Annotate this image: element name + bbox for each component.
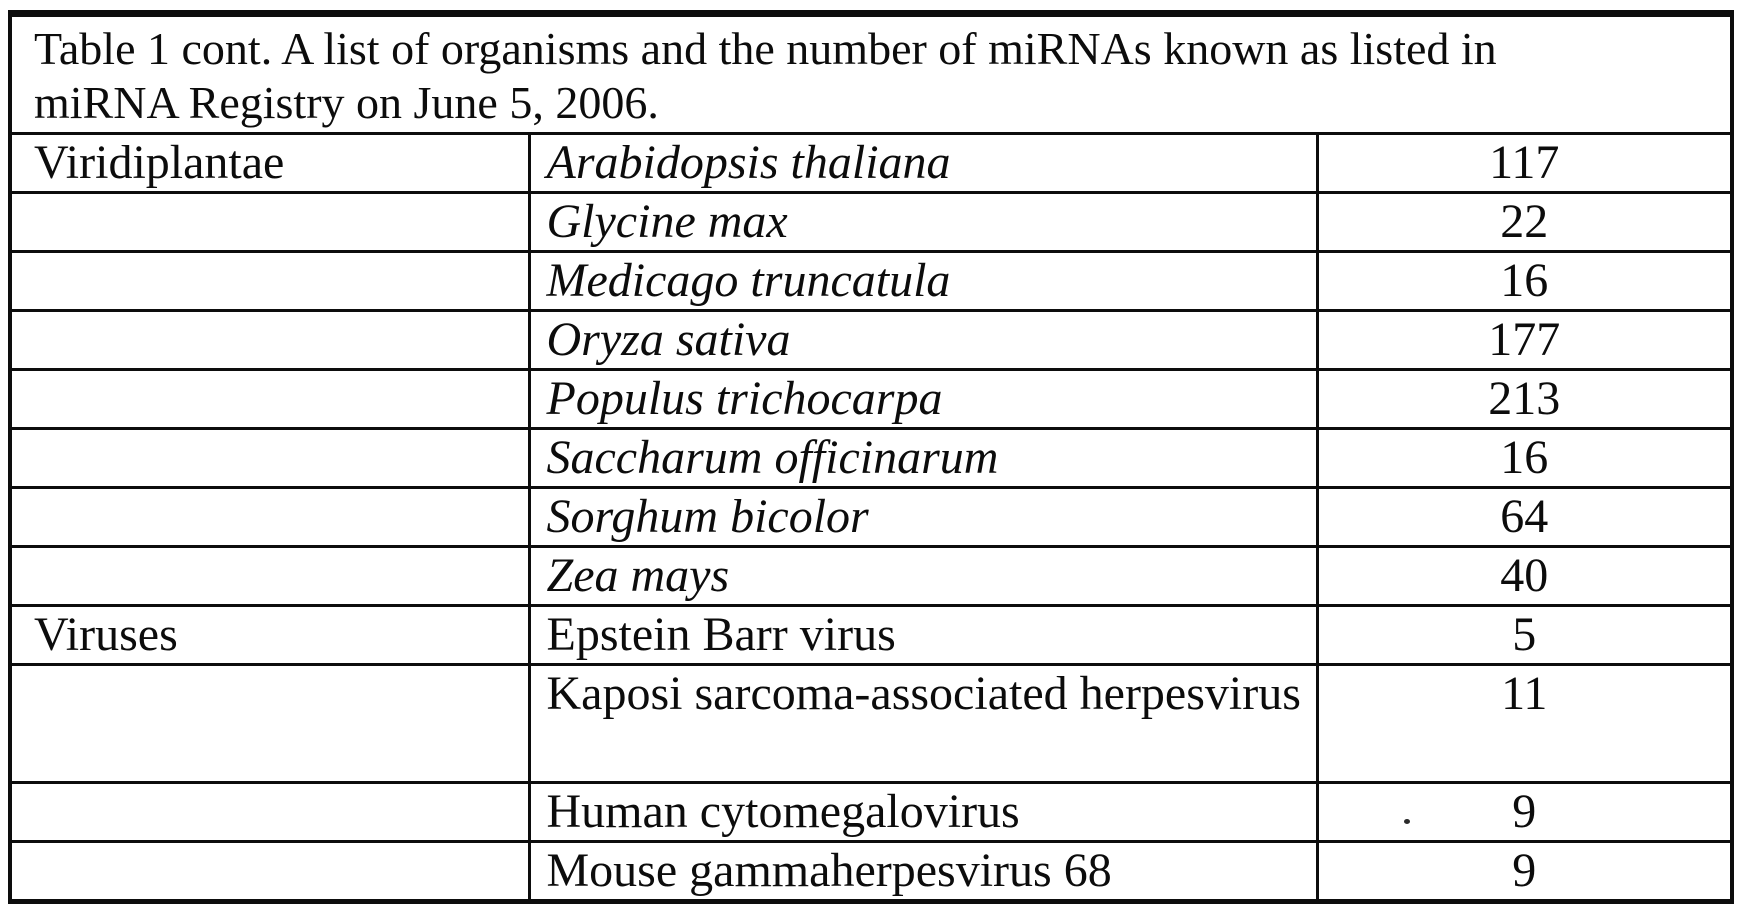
- organism-cell: Sorghum bicolor: [527, 486, 1319, 548]
- mirna-count-cell: 16: [1315, 427, 1734, 489]
- organism-cell: Oryza sativa: [527, 309, 1319, 371]
- group-cell: Viridiplantae: [8, 132, 531, 194]
- table-row: Viruses Epstein Barr virus 5: [8, 604, 1734, 666]
- mirna-count-cell: 5: [1315, 604, 1734, 666]
- group-cell: [8, 191, 531, 253]
- group-cell: [8, 486, 531, 548]
- organism-cell: Human cytomegalovirus: [527, 781, 1319, 843]
- scan-speck: [1404, 819, 1410, 824]
- group-cell: [8, 427, 531, 489]
- table-title-line-2: miRNA Registry on June 5, 2006.: [34, 77, 659, 128]
- group-cell: [8, 545, 531, 607]
- organism-cell: Arabidopsis thaliana: [527, 132, 1319, 194]
- table-row: Populus trichocarpa 213: [8, 368, 1734, 430]
- mirna-count-cell: 40: [1315, 545, 1734, 607]
- group-cell: [8, 309, 531, 371]
- table-row: Viridiplantae Arabidopsis thaliana 117: [8, 132, 1734, 194]
- mirna-count-cell: 117: [1315, 132, 1734, 194]
- organism-cell: Medicago truncatula: [527, 250, 1319, 312]
- table-title-row: Table 1 cont. A list of organisms and th…: [8, 12, 1734, 135]
- group-cell: Viruses: [8, 604, 531, 666]
- group-cell: [8, 663, 531, 784]
- table-row: Oryza sativa 177: [8, 309, 1734, 371]
- table-row: Sorghum bicolor 64: [8, 486, 1734, 548]
- table-row: Saccharum officinarum 16: [8, 427, 1734, 489]
- group-cell: [8, 781, 531, 843]
- mirna-count-cell: 64: [1315, 486, 1734, 548]
- table-title-cell: Table 1 cont. A list of organisms and th…: [8, 12, 1734, 135]
- mirna-count-cell: 22: [1315, 191, 1734, 253]
- group-cell: [8, 840, 531, 903]
- table-title-line-1: Table 1 cont. A list of organisms and th…: [34, 23, 1497, 74]
- table-row: Kaposi sarcoma-associated herpesvirus 11: [8, 663, 1734, 784]
- organism-cell: Mouse gammaherpesvirus 68: [527, 840, 1319, 903]
- organism-cell: Populus trichocarpa: [527, 368, 1319, 430]
- table-row: Mouse gammaherpesvirus 68 9: [8, 840, 1734, 903]
- organism-cell: Zea mays: [527, 545, 1319, 607]
- table-row: Zea mays 40: [8, 545, 1734, 607]
- mirna-count-cell: 9: [1315, 781, 1734, 843]
- table-row: Human cytomegalovirus 9: [8, 781, 1734, 843]
- mirna-count-table: Table 1 cont. A list of organisms and th…: [8, 10, 1735, 904]
- organism-cell: Saccharum officinarum: [527, 427, 1319, 489]
- group-cell: [8, 250, 531, 312]
- table-row: Glycine max 22: [8, 191, 1734, 253]
- mirna-count-cell: 177: [1315, 309, 1734, 371]
- organism-cell: Glycine max: [527, 191, 1319, 253]
- mirna-count-cell: 16: [1315, 250, 1734, 312]
- group-cell: [8, 368, 531, 430]
- mirna-count-cell: 11: [1315, 663, 1734, 784]
- organism-cell: Epstein Barr virus: [527, 604, 1319, 666]
- table-row: Medicago truncatula 16: [8, 250, 1734, 312]
- mirna-count-cell: 213: [1315, 368, 1734, 430]
- organism-cell: Kaposi sarcoma-associated herpesvirus: [527, 663, 1319, 784]
- mirna-count-cell: 9: [1315, 840, 1734, 903]
